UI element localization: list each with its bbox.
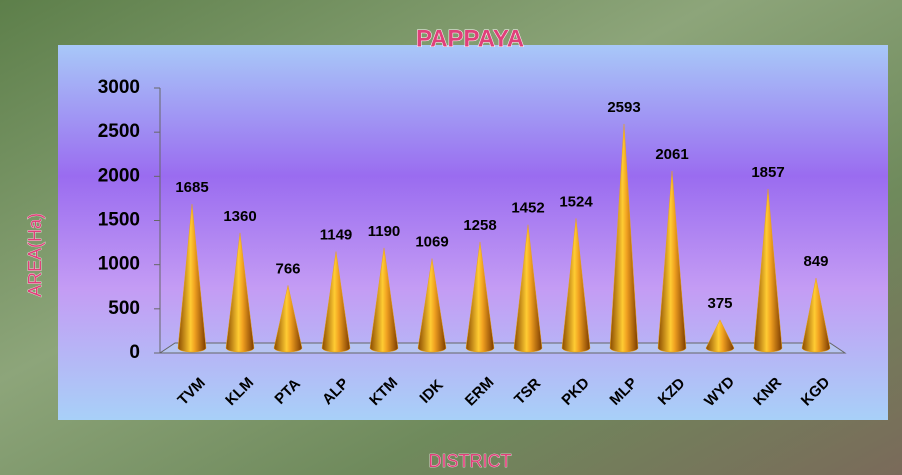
y-tick-label: 0 bbox=[129, 342, 140, 363]
y-tick-label: 2500 bbox=[98, 121, 140, 142]
value-label: 1452 bbox=[511, 200, 544, 217]
value-label: 1685 bbox=[175, 179, 208, 196]
value-label: 2061 bbox=[655, 146, 688, 163]
y-tick-label: 500 bbox=[108, 298, 140, 319]
floor bbox=[160, 343, 845, 353]
value-label: 1069 bbox=[415, 234, 448, 251]
x-axis-label: DISTRICT bbox=[429, 451, 512, 471]
chart-title: PAPPAYA bbox=[416, 25, 524, 52]
value-label: 849 bbox=[803, 253, 828, 270]
value-label: 2593 bbox=[607, 99, 640, 116]
y-tick-label: 2000 bbox=[98, 165, 140, 186]
value-label: 1360 bbox=[223, 208, 256, 225]
page: PAPPAYA DISTRICT AREA(Ha) 0 500 1000 1500 20… bbox=[0, 0, 902, 475]
value-label: 1857 bbox=[751, 164, 784, 181]
chart: PAPPAYA DISTRICT AREA(Ha) 0 500 1000 1500 20… bbox=[0, 0, 902, 475]
value-label: 1149 bbox=[320, 226, 353, 243]
value-label: 1258 bbox=[463, 217, 496, 234]
y-axis-label: AREA(Ha) bbox=[25, 213, 45, 297]
value-label: 375 bbox=[707, 295, 732, 312]
value-label: 1190 bbox=[368, 223, 401, 240]
value-label: 1524 bbox=[559, 193, 593, 210]
y-tick-label: 1000 bbox=[98, 254, 140, 275]
y-tick-label: 3000 bbox=[98, 77, 140, 98]
y-tick-label: 1500 bbox=[98, 210, 140, 231]
value-label: 766 bbox=[275, 260, 300, 277]
